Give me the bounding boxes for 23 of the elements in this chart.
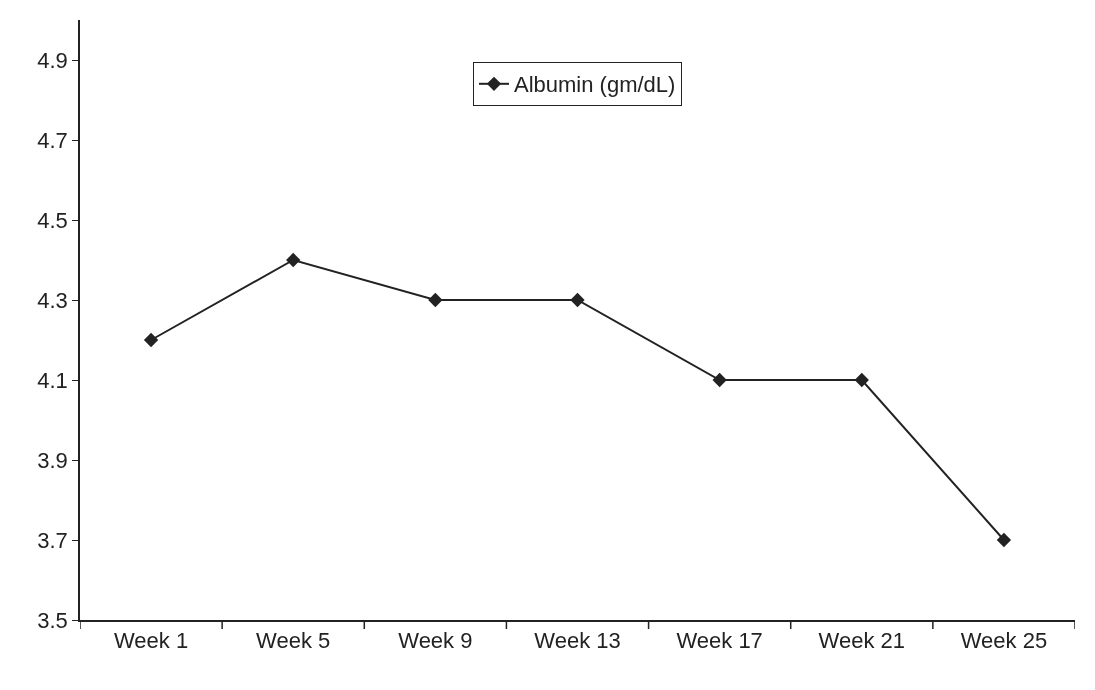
y-tick-label: 3.7 <box>37 527 68 553</box>
point <box>286 252 301 268</box>
x-tick-label: Week 9 <box>398 628 473 654</box>
point <box>996 532 1012 548</box>
x-tick-label: Week 25 <box>960 628 1048 654</box>
point <box>712 372 727 388</box>
point <box>428 292 443 308</box>
x-tick-label: Week 21 <box>818 628 905 654</box>
y-tick-label: 4.5 <box>37 207 68 233</box>
legend-label: Albumin (gm/dL) <box>514 72 676 98</box>
x-tick-label: Week 17 <box>676 628 763 654</box>
y-tick-label: 4.3 <box>37 287 68 313</box>
x-tick-label: Week 5 <box>256 628 331 654</box>
y-tick-label: 4.9 <box>37 47 68 73</box>
point <box>570 292 585 308</box>
x-tick-label: Week 1 <box>113 628 189 654</box>
point <box>854 372 869 388</box>
y-tick-label: 3.5 <box>37 607 68 633</box>
y-tick-label: 4.7 <box>37 127 68 153</box>
x-tick-label: Week 13 <box>534 628 621 654</box>
point <box>143 332 159 348</box>
y-tick-label: 3.9 <box>37 447 68 473</box>
y-tick-label: 4.1 <box>37 367 68 393</box>
